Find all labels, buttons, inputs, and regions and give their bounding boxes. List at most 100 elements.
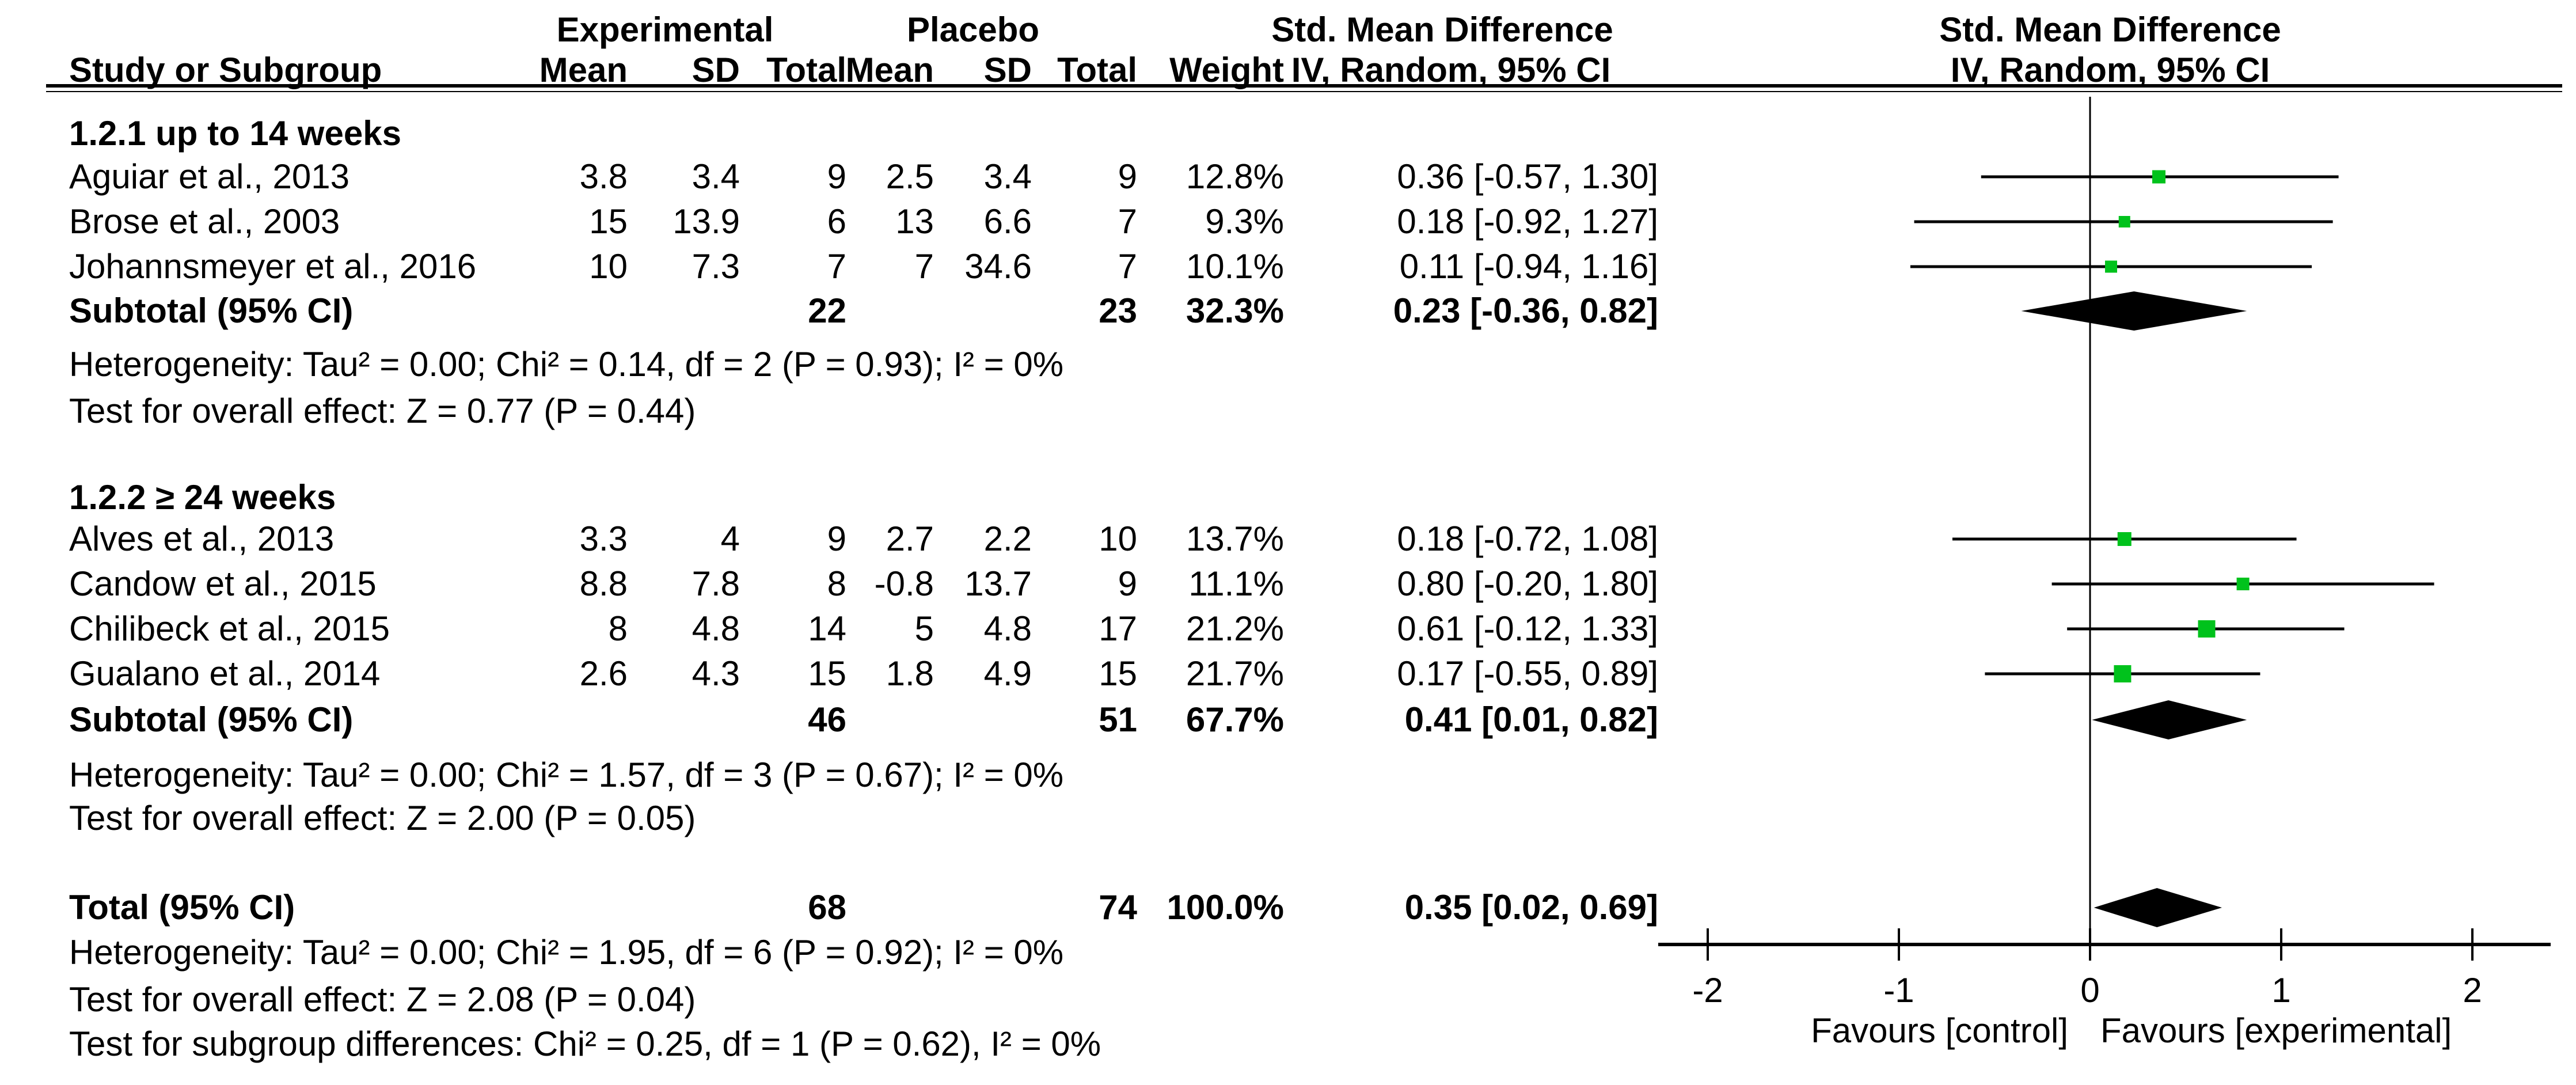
effect-square [2118, 216, 2130, 227]
ci-text: 0.11 [-0.94, 1.16] [1399, 247, 1658, 286]
study-column-header: Study or Subgroup [69, 51, 382, 89]
section-label: 1.2.2 ≥ 24 weeks [69, 478, 336, 517]
exp-total: 8 [827, 564, 846, 603]
placebo-mean: -0.8 [874, 564, 934, 603]
effect-square [2198, 620, 2216, 638]
ci-text: 0.23 [-0.36, 0.82] [1393, 291, 1658, 330]
placebo-total-header: Total [1057, 51, 1137, 89]
exp-total: 46 [808, 700, 846, 739]
placebo-group-header: Placebo [906, 10, 1040, 49]
placebo-total: 17 [1099, 609, 1137, 648]
ci-text: 0.35 [0.02, 0.69] [1404, 888, 1658, 927]
weight-value: 11.1% [1188, 564, 1284, 603]
effect-square [2105, 260, 2118, 273]
exp-total: 7 [827, 247, 846, 286]
exp-mean-header: Mean [539, 51, 628, 89]
exp-sd: 4 [720, 519, 740, 558]
exp-sd: 4.3 [692, 654, 740, 693]
effect-square [2114, 665, 2132, 682]
effect-square [2236, 578, 2250, 590]
placebo-mean-header: Mean [845, 51, 934, 89]
placebo-sd: 4.9 [983, 654, 1032, 693]
exp-sd: 4.8 [692, 609, 740, 648]
tick-label: 1 [2271, 971, 2290, 1010]
placebo-sd: 6.6 [983, 202, 1032, 241]
tick-label: -1 [1883, 971, 1914, 1010]
effect-square [2117, 532, 2132, 546]
weight-value: 32.3% [1186, 291, 1284, 330]
placebo-sd: 4.8 [983, 609, 1032, 648]
placebo-total: 15 [1099, 654, 1137, 693]
weight-value: 67.7% [1186, 700, 1284, 739]
iv-random-column-header: IV, Random, 95% CI [1291, 51, 1611, 89]
placebo-total: 7 [1118, 202, 1137, 241]
ci-text: 0.36 [-0.57, 1.30] [1397, 157, 1658, 196]
exp-mean: 8 [608, 609, 628, 648]
ci-text: 0.17 [-0.55, 0.89] [1397, 654, 1658, 693]
placebo-sd-header: SD [983, 51, 1032, 89]
favours-left-label: Favours [control] [1811, 1011, 2068, 1050]
ci-text: 0.61 [-0.12, 1.33] [1397, 609, 1658, 648]
study-name: Brose et al., 2003 [69, 202, 340, 241]
exp-total: 68 [808, 888, 846, 927]
exp-sd: 13.9 [673, 202, 740, 241]
ci-text: 0.18 [-0.72, 1.08] [1397, 519, 1658, 558]
exp-total: 6 [827, 202, 846, 241]
weight-value: 12.8% [1186, 157, 1284, 196]
tick-label: -2 [1692, 971, 1723, 1010]
heterogeneity-text: Heterogeneity: Tau² = 0.00; Chi² = 0.14,… [69, 345, 1064, 384]
tick-label: 0 [2080, 971, 2099, 1010]
weight-value: 13.7% [1186, 519, 1284, 558]
overall-effect-text: Test for overall effect: Z = 0.77 (P = 0… [69, 392, 696, 430]
section-label: 1.2.1 up to 14 weeks [69, 114, 401, 153]
overall-effect-text: Test for overall effect: Z = 2.00 (P = 0… [69, 799, 696, 837]
exp-sd: 7.3 [692, 247, 740, 286]
effect-square [2152, 170, 2166, 184]
placebo-total: 51 [1099, 700, 1137, 739]
placebo-total: 9 [1118, 157, 1137, 196]
placebo-sd: 3.4 [983, 157, 1032, 196]
weight-value: 10.1% [1186, 247, 1284, 286]
study-name: Aguiar et al., 2013 [69, 157, 350, 196]
iv-random-plot-header: IV, Random, 95% CI [1950, 51, 2270, 89]
study-name: Chilibeck et al., 2015 [69, 609, 390, 648]
total-label: Total (95% CI) [69, 888, 295, 927]
weight-value: 21.7% [1186, 654, 1284, 693]
exp-sd: 7.8 [692, 564, 740, 603]
exp-total: 15 [808, 654, 846, 693]
placebo-mean: 5 [914, 609, 934, 648]
ci-text: 0.80 [-0.20, 1.80] [1397, 564, 1658, 603]
smd-column-header: Std. Mean Difference [1271, 10, 1613, 49]
placebo-total: 9 [1118, 564, 1137, 603]
placebo-sd: 13.7 [964, 564, 1032, 603]
placebo-total: 74 [1099, 888, 1137, 927]
placebo-mean: 1.8 [886, 654, 934, 693]
placebo-total: 23 [1099, 291, 1137, 330]
ci-text: 0.41 [0.01, 0.82] [1404, 700, 1658, 739]
exp-total: 9 [827, 519, 846, 558]
favours-right-label: Favours [experimental] [2100, 1011, 2452, 1050]
experimental-group-header: Experimental [556, 10, 774, 49]
exp-total: 14 [808, 609, 846, 648]
exp-mean: 10 [589, 247, 628, 286]
ci-text: 0.18 [-0.92, 1.27] [1397, 202, 1658, 241]
exp-mean: 2.6 [579, 654, 628, 693]
study-name: Johannsmeyer et al., 2016 [69, 247, 477, 286]
heterogeneity-text: Heterogeneity: Tau² = 0.00; Chi² = 1.57,… [69, 756, 1064, 794]
placebo-sd: 2.2 [983, 519, 1032, 558]
exp-sd: 3.4 [692, 157, 740, 196]
subtotal-label: Subtotal (95% CI) [69, 291, 354, 330]
subtotal-diamond [2021, 291, 2247, 331]
exp-sd-header: SD [692, 51, 740, 89]
subgroup-diff-text: Test for subgroup differences: Chi² = 0.… [69, 1025, 1101, 1063]
smd-plot-header: Std. Mean Difference [1939, 10, 2281, 49]
exp-mean: 3.8 [579, 157, 628, 196]
exp-total: 9 [827, 157, 846, 196]
weight-value: 100.0% [1167, 888, 1285, 927]
exp-total-header: Total [766, 51, 846, 89]
exp-mean: 3.3 [579, 519, 628, 558]
placebo-mean: 2.5 [886, 157, 934, 196]
subtotal-diamond [2092, 700, 2247, 739]
placebo-sd: 34.6 [964, 247, 1032, 286]
tick-label: 2 [2463, 971, 2482, 1010]
